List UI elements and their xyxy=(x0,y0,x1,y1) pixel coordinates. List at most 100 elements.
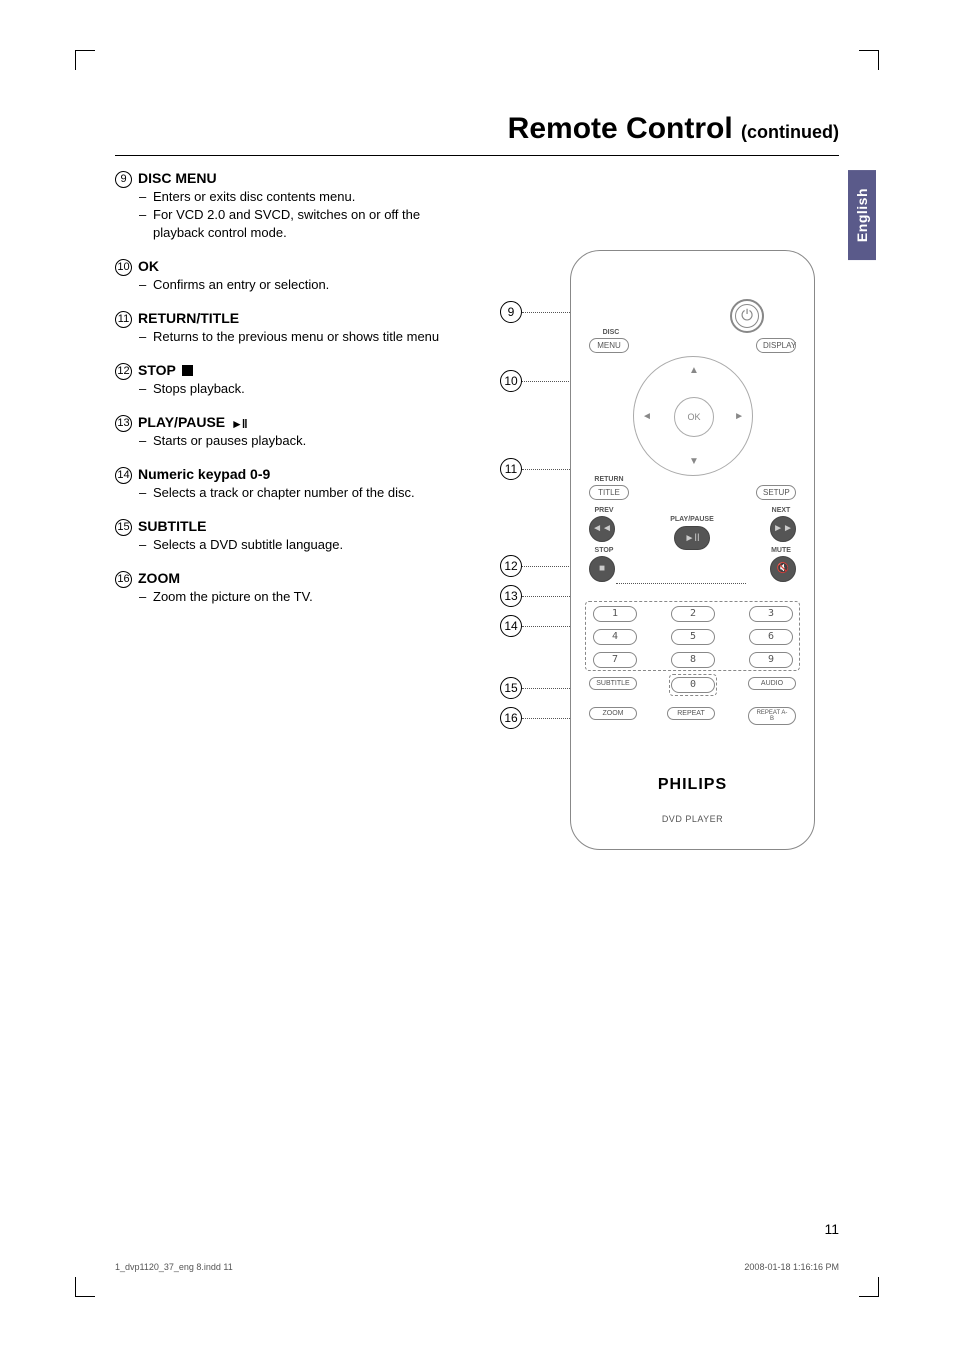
diagram-callout: 16 xyxy=(500,707,522,729)
callout-circle: 9 xyxy=(500,301,522,323)
item-stop: 12 STOP Stops playback. xyxy=(115,362,445,398)
leader-line xyxy=(522,381,577,382)
item-title: Numeric keypad 0-9 xyxy=(138,466,270,482)
stop-button: ■ xyxy=(589,556,615,582)
remote-body: ⏻ DISC MENU DISPLAY ▲ ▼ ◄ ► OK RETURN TI… xyxy=(570,250,815,850)
play-pause-icon xyxy=(231,415,247,431)
num-button: 7 xyxy=(593,652,637,668)
next-button: ►► xyxy=(770,516,796,542)
diagram-callout: 15 xyxy=(500,677,522,699)
item-disc-menu: 9 DISC MENU Enters or exits disc contents… xyxy=(115,170,445,242)
callout-num: 12 xyxy=(115,363,132,380)
brand-label: PHILIPS xyxy=(571,776,814,794)
language-tab: English xyxy=(848,170,876,260)
item-title: ZOOM xyxy=(138,570,180,586)
left-arrow-icon: ◄ xyxy=(642,411,652,422)
item-line: Enters or exits disc contents menu. xyxy=(139,188,445,206)
callout-circle: 11 xyxy=(500,458,522,480)
item-title: PLAY/PAUSE xyxy=(138,414,225,430)
diagram-callout: 12 xyxy=(500,555,522,577)
callout-circle: 15 xyxy=(500,677,522,699)
item-title: OK xyxy=(138,258,159,274)
callout-num: 9 xyxy=(115,171,132,188)
diagram-callout: 10 xyxy=(500,370,522,392)
return-label: RETURN xyxy=(589,476,629,483)
title-main: Remote Control xyxy=(508,112,733,145)
item-title: STOP xyxy=(138,362,176,378)
mute-label: MUTE xyxy=(766,547,796,554)
ok-button: OK xyxy=(674,397,714,437)
down-arrow-icon: ▼ xyxy=(689,456,699,467)
menu-button: MENU xyxy=(589,338,629,353)
title-rule xyxy=(115,155,839,156)
item-line: Selects a DVD subtitle language. xyxy=(139,536,445,554)
play-pause-button: ►ǀǀ xyxy=(674,526,710,550)
item-title: RETURN/TITLE xyxy=(138,310,239,326)
callout-num: 10 xyxy=(115,259,132,276)
up-arrow-icon: ▲ xyxy=(689,365,699,376)
zoom-button: ZOOM xyxy=(589,707,637,720)
item-return-title: 11 RETURN/TITLE Returns to the previous m… xyxy=(115,310,445,346)
callout-circle: 12 xyxy=(500,555,522,577)
num-button: 4 xyxy=(593,629,637,645)
num-button: 1 xyxy=(593,606,637,622)
item-line: Zoom the picture on the TV. xyxy=(139,588,445,606)
item-play-pause: 13 PLAY/PAUSE Starts or pauses playback. xyxy=(115,414,445,450)
diagram-callout: 13 xyxy=(500,585,522,607)
item-numeric-keypad: 14 Numeric keypad 0-9 Selects a track or … xyxy=(115,466,445,502)
item-line: For VCD 2.0 and SVCD, switches on or off… xyxy=(139,206,445,242)
item-title: DISC MENU xyxy=(138,170,217,186)
leader-line xyxy=(616,583,746,584)
num-button: 9 xyxy=(749,652,793,668)
num-button: 6 xyxy=(749,629,793,645)
callout-num: 15 xyxy=(115,519,132,536)
next-label: NEXT xyxy=(766,507,796,514)
right-arrow-icon: ► xyxy=(734,411,744,422)
playpause-label: PLAY/PAUSE xyxy=(667,516,717,523)
crop-mark xyxy=(75,50,95,70)
num-button: 5 xyxy=(671,629,715,645)
item-line: Starts or pauses playback. xyxy=(139,432,445,450)
repeat-button: REPEAT xyxy=(667,707,715,720)
item-line: Selects a track or chapter number of the… xyxy=(139,484,445,502)
subtitle-button: SUBTITLE xyxy=(589,677,637,690)
remote-diagram: 9 10 11 12 13 14 15 16 ⏻ DISC MENU DISPL… xyxy=(500,250,840,860)
callout-num: 16 xyxy=(115,571,132,588)
prev-label: PREV xyxy=(589,507,619,514)
callout-circle: 14 xyxy=(500,615,522,637)
power-icon: ⏻ xyxy=(735,304,759,328)
setup-button: SETUP xyxy=(756,485,796,500)
num-button: 8 xyxy=(671,652,715,668)
subbrand-label: DVD PLAYER xyxy=(571,814,814,824)
callout-circle: 16 xyxy=(500,707,522,729)
callout-num: 14 xyxy=(115,467,132,484)
item-title: SUBTITLE xyxy=(138,518,206,534)
item-line: Stops playback. xyxy=(139,380,445,398)
crop-mark xyxy=(859,1277,879,1297)
title-continued: (continued) xyxy=(741,122,839,142)
item-line: Returns to the previous menu or shows ti… xyxy=(139,328,445,346)
item-ok: 10 OK Confirms an entry or selection. xyxy=(115,258,445,294)
crop-mark xyxy=(859,50,879,70)
diagram-callout: 11 xyxy=(500,458,522,480)
item-line: Confirms an entry or selection. xyxy=(139,276,445,294)
descriptions-column: 9 DISC MENU Enters or exits disc contents… xyxy=(115,170,445,622)
item-zoom: 16 ZOOM Zoom the picture on the TV. xyxy=(115,570,445,606)
num-button: 3 xyxy=(749,606,793,622)
stop-label: STOP xyxy=(589,547,619,554)
diagram-callout: 9 xyxy=(500,301,522,323)
prev-button: ◄◄ xyxy=(589,516,615,542)
num-button: 2 xyxy=(671,606,715,622)
stop-icon xyxy=(182,365,193,376)
page-number: 11 xyxy=(824,1221,839,1237)
footer-left: 1_dvp1120_37_eng 8.indd 11 xyxy=(115,1262,233,1272)
diagram-callout: 14 xyxy=(500,615,522,637)
crop-mark xyxy=(75,1277,95,1297)
callout-num: 13 xyxy=(115,415,132,432)
page-title: Remote Control (continued) xyxy=(508,112,839,146)
callout-num: 11 xyxy=(115,311,132,328)
mute-button: 🔇 xyxy=(770,556,796,582)
audio-button: AUDIO xyxy=(748,677,796,690)
footer-right: 2008-01-18 1:16:16 PM xyxy=(744,1262,839,1272)
dpad: ▲ ▼ ◄ ► OK xyxy=(633,356,753,476)
